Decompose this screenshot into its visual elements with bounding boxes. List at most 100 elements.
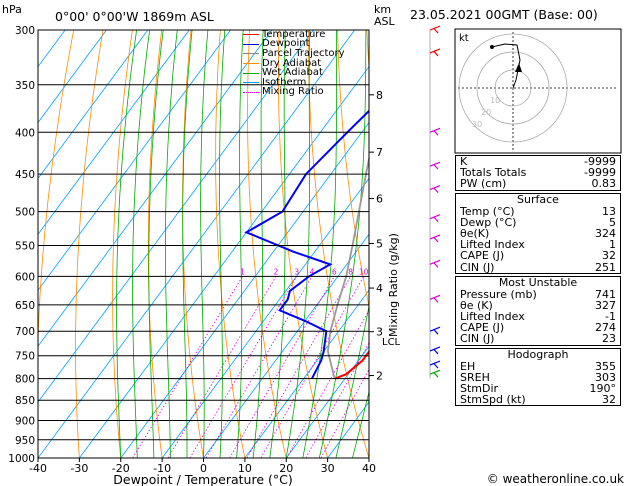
isotherm-line: [244, 289, 369, 458]
hodograph: 10 20 30 kt: [454, 28, 622, 154]
series-dewpoint: [244, 109, 369, 380]
index-label: Totals Totals: [460, 166, 527, 180]
index-value: 5: [609, 215, 616, 229]
series-temperature: [334, 348, 369, 380]
legend-item: Parcel Trajectory: [243, 47, 345, 59]
index-value: 1: [609, 238, 616, 252]
index-row: Lifted Index -1: [456, 311, 620, 322]
wind-barb: [429, 214, 441, 220]
legend-item: Isotherm: [243, 77, 345, 88]
x-tick-label: 10: [238, 462, 252, 475]
pressure-tick-label: 750: [15, 351, 35, 363]
isotherm-line: [285, 345, 369, 458]
index-value: 13: [602, 204, 616, 218]
legend-label: Wet Adiabat: [262, 67, 323, 79]
x-tick-label: -40: [29, 462, 47, 475]
wind-barb: [433, 237, 439, 243]
index-value: 32: [602, 393, 616, 407]
index-row: EH 355: [456, 360, 620, 371]
index-label: Lifted Index: [460, 310, 525, 324]
wind-barb: [429, 346, 441, 352]
mixing-ratio-line: [189, 276, 298, 458]
pressure-tick-label: 850: [15, 395, 35, 407]
pressure-tick-label: 700: [15, 326, 35, 338]
km-tick-label: 5: [376, 238, 383, 251]
storm-motion-arrow: [515, 63, 522, 72]
hodograph-ring-label: 20: [481, 108, 491, 117]
legend-item: Dry Adiabat: [243, 58, 345, 69]
x-tick-label: 0: [200, 462, 207, 475]
wind-barb: [433, 130, 439, 136]
unstable-title: Most Unstable: [498, 275, 578, 289]
pressure-tick-label: 650: [15, 300, 35, 312]
legend-label: Mixing Ratio: [262, 86, 324, 98]
hodograph-ring-label: 30: [472, 120, 482, 129]
legend-swatch: [243, 53, 259, 55]
legend-item: Dewpoint: [243, 38, 345, 50]
pressure-tick-label: 900: [15, 416, 35, 428]
mixing-ratio-tick: 6: [332, 267, 337, 276]
dry-adiabat: [75, 30, 104, 458]
legend-label: Dewpoint: [262, 38, 310, 50]
legend-label: Parcel Trajectory: [262, 47, 345, 59]
hodograph-unit: kt: [459, 33, 469, 44]
wind-barb: [433, 187, 439, 193]
mixing-ratio-tick: 2: [274, 267, 279, 276]
index-row: CIN (J) 23: [456, 333, 620, 344]
wind-barb: [433, 164, 439, 170]
pressure-tick-label: 450: [15, 169, 35, 181]
axes: 3003504004505005506006507007508008509009…: [8, 25, 400, 475]
wind-barb: [433, 363, 439, 369]
wind-barb: [433, 349, 439, 355]
wind-barb: [429, 234, 441, 240]
isotherm-line: [38, 30, 314, 403]
dry-adiabat: [182, 30, 204, 458]
wind-barb: [433, 51, 439, 57]
index-row: K -9999: [456, 156, 620, 167]
wind-profile: [429, 25, 441, 379]
index-label: StmSpd (kt): [460, 393, 526, 407]
index-value: 0.83: [591, 177, 617, 191]
index-label: CAPE (J): [460, 249, 505, 263]
hodograph-title: Hodograph: [507, 347, 569, 361]
legend-item: Temperature: [243, 29, 345, 40]
wet-adiabat: [335, 303, 369, 458]
indices-top: K -9999 Totals Totals -9999 PW (cm) 0.83: [455, 155, 621, 191]
index-value: 324: [595, 226, 616, 240]
wet-adiabat: [148, 30, 164, 458]
index-label: θe (K): [460, 298, 493, 312]
index-label: K: [460, 155, 468, 168]
index-value: 190°: [589, 382, 617, 395]
wind-barb: [433, 216, 439, 223]
wind-barb: [433, 372, 439, 378]
wet-adiabat: [182, 30, 193, 458]
wind-barb: [429, 369, 441, 375]
legend-swatch: [243, 82, 259, 84]
index-row: CAPE (J) 274: [456, 322, 620, 333]
hpa-label: hPa: [2, 3, 22, 16]
km-tick-label: 4: [376, 282, 383, 295]
legend-item: Mixing Ratio: [243, 86, 345, 98]
pressure-tick-label: 500: [15, 207, 35, 219]
x-tick-label: -10: [153, 462, 171, 475]
wind-barb: [433, 297, 439, 303]
pressure-tick-label: 550: [15, 240, 35, 252]
mixing-ratio-line: [132, 276, 243, 458]
location-title: 0°00' 0°00'W 1869m ASL: [55, 9, 214, 24]
x-tick-label: -20: [112, 462, 130, 475]
isotherm-line: [38, 30, 107, 124]
index-row: CIN (J) 251: [456, 260, 620, 274]
isotherm-line: [203, 233, 369, 458]
dry-adiabat: [112, 30, 133, 458]
surface-title: Surface: [517, 192, 559, 206]
wet-adiabat: [132, 30, 151, 458]
dry-adiabat: [38, 30, 75, 458]
index-value: 303: [595, 370, 616, 384]
index-label: CIN (J): [460, 260, 495, 274]
wind-barb: [429, 127, 441, 133]
copyright: © weatheronline.co.uk: [487, 472, 624, 486]
wind-barb: [433, 329, 439, 335]
legend-swatch: [243, 91, 259, 93]
lcl-label: LCL: [382, 337, 401, 348]
index-row: Lifted Index 1: [456, 239, 620, 250]
